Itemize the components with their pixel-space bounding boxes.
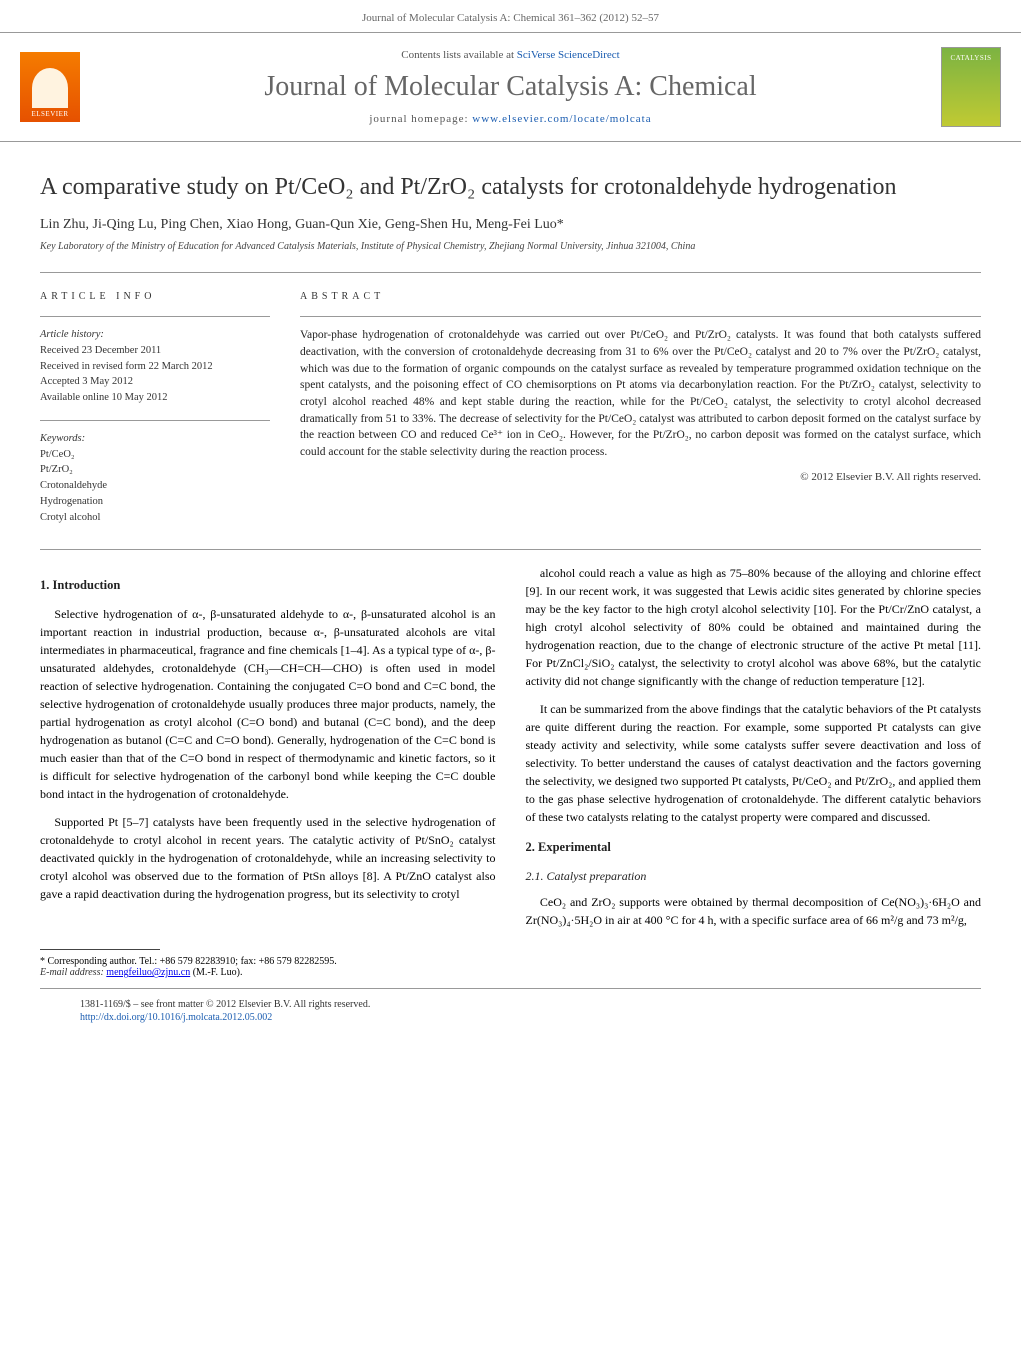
- abstract-text: Vapor-phase hydrogenation of crotonaldeh…: [300, 327, 981, 460]
- body-paragraph: alcohol could reach a value as high as 7…: [526, 564, 982, 690]
- corr-suffix: (M.-F. Luo).: [190, 967, 242, 978]
- body-paragraph: Supported Pt [5–7] catalysts have been f…: [40, 813, 496, 903]
- info-divider-1: [40, 316, 270, 317]
- article-info-heading: ARTICLE INFO: [40, 291, 270, 302]
- body-paragraph: It can be summarized from the above find…: [526, 700, 982, 826]
- elsevier-tree-icon: [32, 68, 68, 108]
- keywords-label: Keywords:: [40, 431, 270, 447]
- history-line: Accepted 3 May 2012: [40, 374, 270, 390]
- info-abstract-row: ARTICLE INFO Article history: Received 2…: [0, 273, 1021, 549]
- affiliation: Key Laboratory of the Ministry of Educat…: [0, 241, 1021, 272]
- keywords-block: Keywords: Pt/CeO₂ Pt/ZrO₂ Crotonaldehyde…: [40, 431, 270, 526]
- subsection-heading: 2.1. Catalyst preparation: [526, 867, 982, 885]
- keyword: Pt/CeO₂: [40, 447, 270, 463]
- abstract-heading: ABSTRACT: [300, 291, 981, 302]
- doi-link[interactable]: http://dx.doi.org/10.1016/j.molcata.2012…: [80, 1012, 272, 1023]
- bar-center: Contents lists available at SciVerse Sci…: [80, 49, 941, 125]
- journal-homepage: journal homepage: www.elsevier.com/locat…: [80, 113, 941, 125]
- sciencedirect-link[interactable]: SciVerse ScienceDirect: [517, 49, 620, 61]
- keyword: Pt/ZrO₂: [40, 462, 270, 478]
- corr-email-link[interactable]: mengfeiluo@zjnu.cn: [106, 967, 190, 978]
- keyword: Hydrogenation: [40, 494, 270, 510]
- keyword: Crotonaldehyde: [40, 478, 270, 494]
- keyword: Crotyl alcohol: [40, 510, 270, 526]
- history-line: Received 23 December 2011: [40, 343, 270, 359]
- article-info-column: ARTICLE INFO Article history: Received 2…: [40, 291, 270, 539]
- section-heading: 2. Experimental: [526, 838, 982, 857]
- body-paragraph: CeO₂ and ZrO₂ supports were obtained by …: [526, 893, 982, 929]
- article-body: 1. Introduction Selective hydrogenation …: [0, 550, 1021, 949]
- article-title: A comparative study on Pt/CeO₂ and Pt/Zr…: [0, 142, 1021, 217]
- contents-available: Contents lists available at SciVerse Sci…: [80, 49, 941, 61]
- corr-line: * Corresponding author. Tel.: +86 579 82…: [40, 956, 981, 967]
- contents-prefix: Contents lists available at: [401, 49, 516, 61]
- cover-label: CATALYSIS: [951, 54, 992, 62]
- page-footer: 1381-1169/$ – see front matter © 2012 El…: [40, 988, 981, 1045]
- elsevier-logo: ELSEVIER: [20, 52, 80, 122]
- abstract-copyright: © 2012 Elsevier B.V. All rights reserved…: [300, 471, 981, 483]
- publisher-bar: ELSEVIER Contents lists available at Sci…: [0, 32, 1021, 142]
- elsevier-logo-label: ELSEVIER: [31, 110, 68, 118]
- citation-text: Journal of Molecular Catalysis A: Chemic…: [362, 12, 659, 24]
- body-paragraph: Selective hydrogenation of α-, β-unsatur…: [40, 605, 496, 803]
- footer-copyright: 1381-1169/$ – see front matter © 2012 El…: [80, 999, 941, 1010]
- journal-cover-thumb: CATALYSIS: [941, 47, 1001, 127]
- authors-line: Lin Zhu, Ji-Qing Lu, Ping Chen, Xiao Hon…: [0, 217, 1021, 241]
- section-heading: 1. Introduction: [40, 576, 496, 595]
- info-divider-2: [40, 420, 270, 421]
- page-citation-header: Journal of Molecular Catalysis A: Chemic…: [0, 0, 1021, 32]
- history-line: Available online 10 May 2012: [40, 390, 270, 406]
- homepage-prefix: journal homepage:: [369, 113, 472, 125]
- article-history-block: Article history: Received 23 December 20…: [40, 327, 270, 406]
- abstract-column: ABSTRACT Vapor-phase hydrogenation of cr…: [300, 291, 981, 539]
- history-line: Received in revised form 22 March 2012: [40, 359, 270, 375]
- journal-title: Journal of Molecular Catalysis A: Chemic…: [80, 71, 941, 103]
- email-label: E-mail address:: [40, 967, 106, 978]
- corr-email-line: E-mail address: mengfeiluo@zjnu.cn (M.-F…: [40, 967, 981, 978]
- corresponding-author-block: * Corresponding author. Tel.: +86 579 82…: [0, 950, 1021, 978]
- abstract-divider: [300, 316, 981, 317]
- history-label: Article history:: [40, 327, 270, 343]
- homepage-link[interactable]: www.elsevier.com/locate/molcata: [472, 113, 651, 125]
